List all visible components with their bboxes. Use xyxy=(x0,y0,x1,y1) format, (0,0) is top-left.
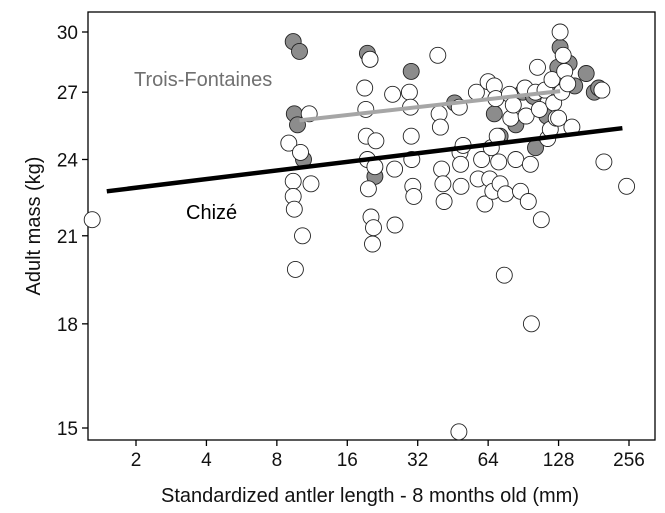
x-tick-label: 16 xyxy=(337,450,358,471)
x-axis-title: Standardized antler length - 8 months ol… xyxy=(161,485,579,507)
chize-point xyxy=(292,143,309,161)
chize-point xyxy=(361,50,379,68)
chize-point xyxy=(450,423,468,441)
x-axis: 2 4 8 16 32 64 128 256 xyxy=(131,440,645,471)
chize-point xyxy=(595,153,613,171)
chize-point xyxy=(530,100,548,118)
chize-point xyxy=(431,118,449,136)
y-tick-label: 18 xyxy=(57,315,78,336)
chize-point xyxy=(551,23,569,41)
chize-point xyxy=(386,216,404,234)
trois-fontaines-point xyxy=(402,62,420,80)
chize-point xyxy=(554,46,572,64)
regression-lines xyxy=(106,89,623,194)
chize-point xyxy=(618,177,636,195)
chize-point xyxy=(517,107,535,125)
chize-point xyxy=(433,160,451,178)
chize-point xyxy=(519,193,537,210)
x-tick-label: 2 xyxy=(131,450,142,471)
chize-point xyxy=(286,260,304,278)
y-tick-label: 30 xyxy=(57,23,78,44)
chize-point xyxy=(302,175,320,193)
x-tick-label: 4 xyxy=(201,450,212,471)
chize-point xyxy=(280,134,298,152)
chize-point xyxy=(365,219,382,237)
chize-point xyxy=(532,211,550,229)
chize-point xyxy=(521,155,539,173)
data-points xyxy=(83,23,636,441)
y-axis: 15 18 21 24 27 30 xyxy=(57,23,88,440)
chize-point xyxy=(386,160,404,178)
chize-point xyxy=(497,185,515,203)
x-tick-label: 64 xyxy=(478,450,500,471)
chize-point xyxy=(490,153,508,171)
chize-point xyxy=(522,315,540,333)
chize-point xyxy=(559,75,577,93)
x-tick-label: 32 xyxy=(407,450,428,471)
chize-point xyxy=(359,180,377,198)
trois-fontaines-regression-line xyxy=(299,89,561,123)
chize-label: Chizé xyxy=(186,202,237,224)
chize-point xyxy=(405,187,423,205)
chize-point xyxy=(294,227,311,245)
x-tick-label: 256 xyxy=(613,450,645,471)
trois-fontaines-point xyxy=(485,105,503,123)
chize-point xyxy=(284,172,302,190)
chize-point xyxy=(429,46,447,64)
x-tick-label: 8 xyxy=(272,450,283,471)
chize-point xyxy=(434,175,452,193)
chize-point xyxy=(83,211,101,229)
y-tick-label: 24 xyxy=(57,150,79,171)
chize-point xyxy=(367,132,385,150)
chize-point xyxy=(400,83,418,101)
trois-fontaines-point xyxy=(291,42,308,60)
y-tick-label: 27 xyxy=(57,83,78,104)
x-tick-label: 128 xyxy=(543,450,575,471)
y-tick-label: 15 xyxy=(57,419,78,440)
chize-point xyxy=(356,79,374,97)
chize-point xyxy=(285,200,303,218)
chize-point xyxy=(402,127,420,145)
y-tick-label: 21 xyxy=(57,227,78,248)
trois-fontaines-label: Trois-Fontaines xyxy=(134,69,272,91)
chize-point xyxy=(452,177,470,195)
chize-point xyxy=(550,109,568,127)
chize-point xyxy=(495,266,513,284)
chize-point xyxy=(543,71,561,89)
chize-point xyxy=(473,151,491,168)
chize-point xyxy=(529,58,546,76)
y-axis-title: Adult mass (kg) xyxy=(23,157,45,296)
chize-point xyxy=(435,193,453,210)
trois-fontaines-point xyxy=(577,65,595,82)
chize-point xyxy=(364,235,381,253)
chize-point xyxy=(476,195,494,213)
chize-point xyxy=(452,155,470,173)
chize-point xyxy=(384,85,402,103)
chize-point xyxy=(504,96,522,114)
chize-regression-line xyxy=(106,125,623,194)
chize-point xyxy=(507,151,525,168)
chize-point xyxy=(593,81,611,99)
